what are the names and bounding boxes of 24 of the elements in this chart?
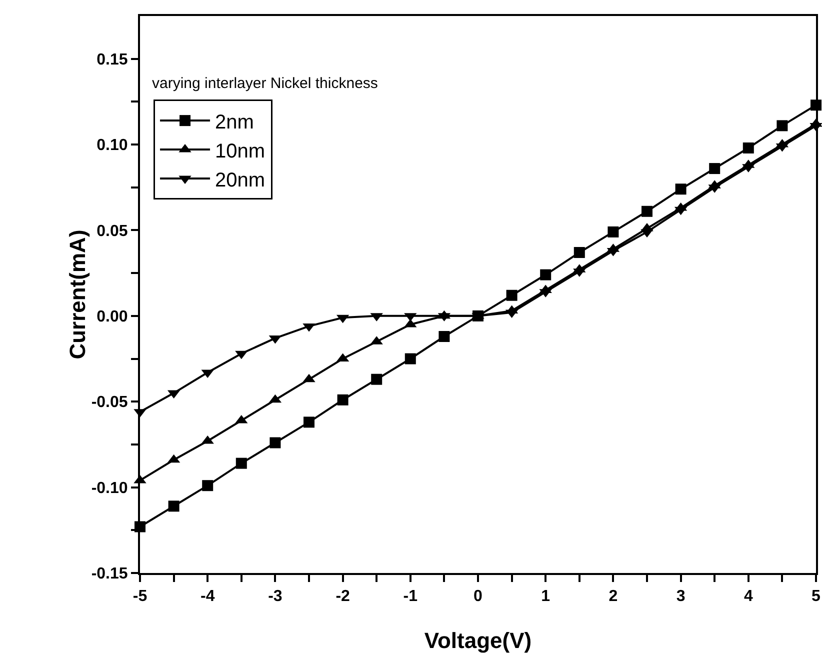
legend-label: 10nm xyxy=(215,140,266,162)
x-tick-label: 3 xyxy=(676,588,686,606)
x-tick-label: 2 xyxy=(608,588,618,606)
y-tick-label: 0.05 xyxy=(96,222,128,240)
x-tick-label: 5 xyxy=(812,588,821,606)
x-tick-label: 4 xyxy=(744,588,753,606)
legend-label: 2nm xyxy=(215,111,254,134)
y-axis-title: Current(mA) xyxy=(65,230,90,360)
y-tick-label: 0.00 xyxy=(96,308,128,326)
legend-label: 20nm xyxy=(215,169,266,192)
x-tick-label: 0 xyxy=(474,588,483,606)
x-tick-label: -5 xyxy=(132,588,148,606)
x-axis-title: Voltage(V) xyxy=(424,628,532,653)
x-tick-label: -3 xyxy=(268,588,282,606)
y-tick-label: 0.10 xyxy=(96,137,128,154)
y-tick-label: -0.10 xyxy=(91,480,128,497)
x-tick-label: -4 xyxy=(200,588,215,606)
y-tick-label: 0.15 xyxy=(96,51,128,68)
y-tick-label: -0.05 xyxy=(91,394,128,412)
y-tick-label: -0.15 xyxy=(91,566,128,583)
x-tick-label: -1 xyxy=(403,588,418,606)
x-tick-label: -2 xyxy=(336,588,350,606)
legend-title: varying interlayer Nickel thickness xyxy=(152,75,378,92)
x-tick-label: 1 xyxy=(541,588,550,606)
